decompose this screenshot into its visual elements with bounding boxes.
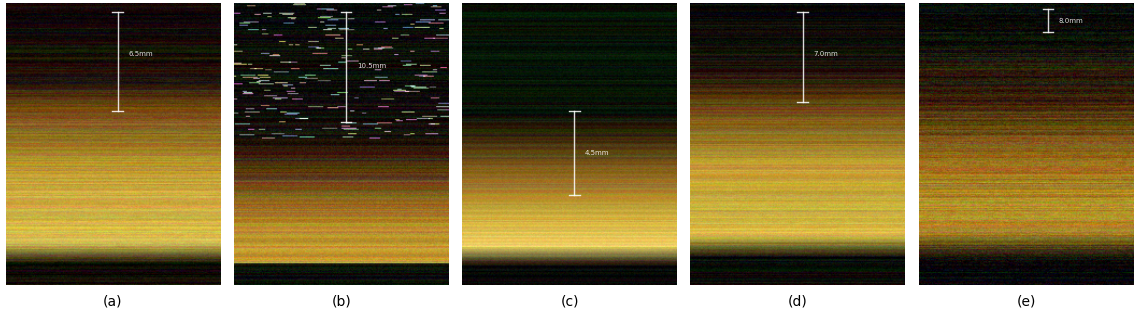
- Text: (d): (d): [788, 294, 808, 308]
- Text: (a): (a): [104, 294, 123, 308]
- Text: (c): (c): [560, 294, 579, 308]
- Text: 8.0mm: 8.0mm: [1059, 17, 1083, 24]
- Text: 4.5mm: 4.5mm: [585, 150, 609, 156]
- Text: (e): (e): [1016, 294, 1035, 308]
- Text: (b): (b): [331, 294, 351, 308]
- Text: 6.5mm: 6.5mm: [129, 52, 153, 57]
- Text: 10.5mm: 10.5mm: [357, 63, 386, 69]
- Text: 7.0mm: 7.0mm: [813, 52, 838, 57]
